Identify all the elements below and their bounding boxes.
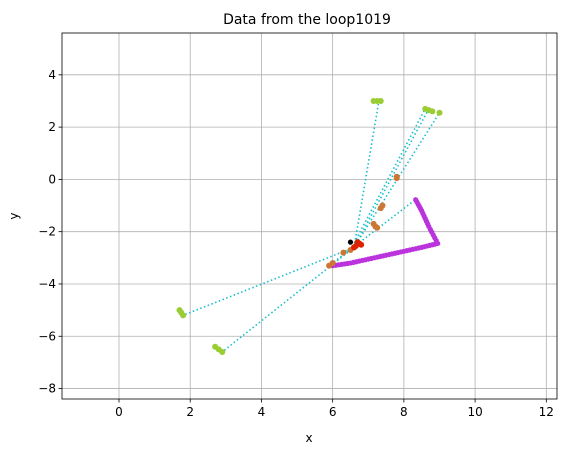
y-tick-label: 2	[48, 120, 56, 134]
points	[176, 97, 443, 355]
black-marker	[347, 239, 354, 245]
grid	[62, 33, 557, 399]
origin-marker	[351, 244, 358, 251]
y-tick-label: −2	[38, 225, 56, 239]
trajectory	[330, 196, 441, 269]
x-tick-label: 8	[400, 405, 408, 419]
endpoint-marker	[377, 97, 384, 104]
endpoint-marker	[180, 312, 187, 319]
y-ticks: −8 −6 −4 −2 0 2 4	[38, 68, 62, 396]
midpoint-marker	[340, 249, 347, 256]
y-tick-label: −8	[38, 382, 56, 396]
y-tick-label: −6	[38, 329, 56, 343]
y-tick-label: −4	[38, 277, 56, 291]
y-tick-label: 4	[48, 68, 56, 82]
midpoint-marker	[374, 224, 381, 231]
midpoint-marker	[379, 202, 386, 209]
x-tick-label: 12	[539, 405, 554, 419]
x-tick-label: 10	[467, 405, 482, 419]
rays	[182, 100, 441, 353]
trajectory-point	[413, 197, 419, 203]
x-tick-label: 6	[329, 405, 337, 419]
plot-frame	[61, 32, 558, 400]
ray-line	[182, 246, 355, 317]
ray-line	[330, 199, 416, 265]
x-tick-label: 2	[186, 405, 194, 419]
x-ticks: 0 2 4 6 8 10 12	[115, 399, 554, 419]
chart-title: Data from the loop1019	[223, 12, 391, 28]
ray-line	[353, 100, 380, 248]
ray-line	[349, 108, 426, 251]
endpoint-marker	[219, 348, 226, 355]
y-axis-label: y	[7, 212, 21, 219]
midpoint-marker	[393, 175, 400, 182]
x-tick-label: 4	[258, 405, 266, 419]
ray-line	[353, 108, 430, 248]
midpoint-marker	[326, 262, 333, 269]
y-tick-label: 0	[48, 172, 56, 186]
ray-line	[353, 112, 441, 248]
x-axis-label: x	[305, 431, 312, 445]
x-tick-label: 0	[115, 405, 123, 419]
origin-marker	[358, 241, 365, 248]
endpoint-marker	[436, 109, 443, 116]
endpoint-marker	[429, 108, 436, 115]
